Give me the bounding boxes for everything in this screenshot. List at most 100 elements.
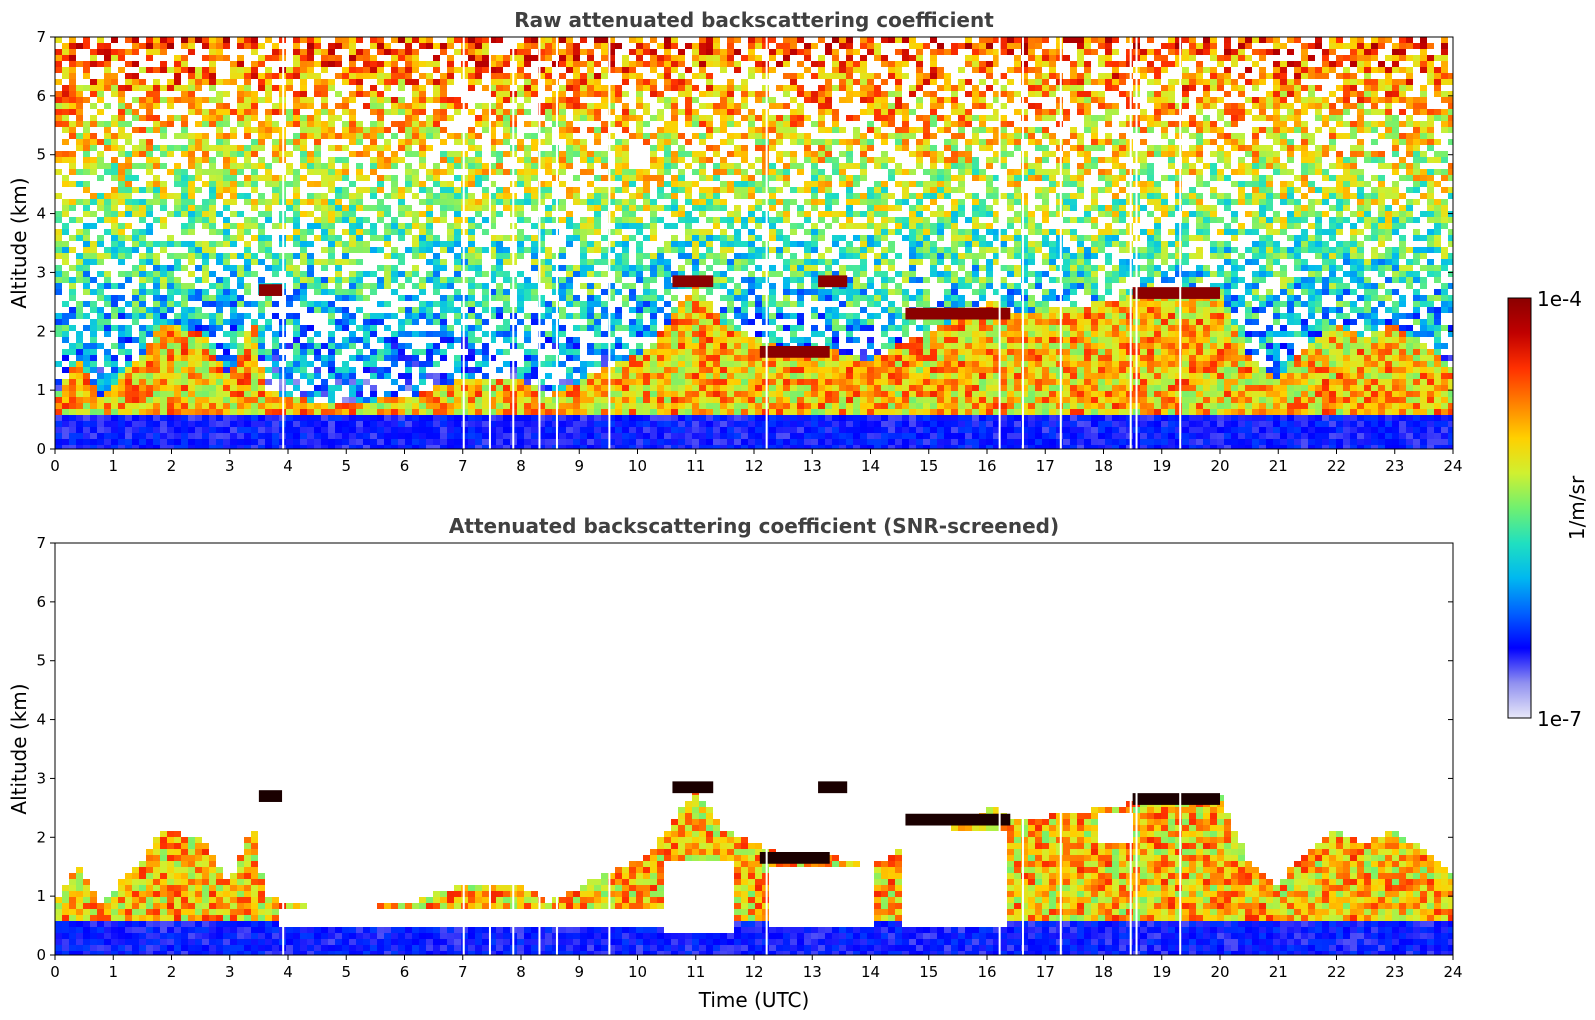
x-tick-label: 15 (919, 963, 938, 981)
x-axis-label: Time (UTC) (698, 988, 810, 1012)
data-gap (1129, 543, 1132, 955)
data-gap (1135, 37, 1138, 449)
x-tick-label: 16 (977, 457, 996, 475)
data-gap (1021, 37, 1024, 449)
elevated-layer (818, 275, 848, 288)
x-tick-label: 4 (283, 963, 293, 981)
x-tick-label: 20 (1210, 963, 1229, 981)
elevated-layer (905, 813, 1011, 826)
elevated-layer (818, 781, 848, 794)
x-tick-label: 24 (1443, 457, 1462, 475)
x-tick-label: 16 (977, 963, 996, 981)
y-tick-label: 0 (36, 440, 46, 458)
data-gap (488, 543, 491, 955)
x-tick-label: 23 (1385, 963, 1404, 981)
x-tick-label: 7 (458, 457, 468, 475)
x-tick-label: 7 (458, 963, 468, 981)
data-gap (538, 543, 541, 955)
data-gap (608, 37, 611, 449)
x-tick-label: 0 (50, 457, 60, 475)
elevated-layer (258, 284, 283, 296)
x-tick-label: 0 (50, 963, 60, 981)
y-tick-label: 6 (36, 593, 46, 611)
x-tick-label: 2 (167, 457, 177, 475)
data-gap (538, 37, 541, 449)
data-gap (512, 543, 515, 955)
panel-screened: Attenuated backscattering coefficient (S… (7, 514, 1463, 1012)
data-gap (1179, 543, 1182, 955)
panel-screened-title: Attenuated backscattering coefficient (S… (449, 514, 1059, 538)
y-tick-label: 5 (36, 146, 46, 164)
x-tick-label: 11 (686, 963, 705, 981)
panel-raw-title: Raw attenuated backscattering coefficien… (514, 8, 994, 32)
y-tick-label: 0 (36, 946, 46, 964)
x-tick-label: 23 (1385, 457, 1404, 475)
colorbar-max-label: 1e-4 (1537, 287, 1582, 311)
y-tick-label: 7 (36, 28, 46, 46)
y-tick-label: 4 (36, 205, 46, 223)
data-gap (1021, 543, 1024, 955)
x-tick-label: 14 (861, 963, 880, 981)
x-tick-label: 8 (516, 457, 526, 475)
x-tick-label: 12 (744, 963, 763, 981)
x-tick-label: 1 (108, 457, 118, 475)
colorbar-min-label: 1e-7 (1537, 707, 1582, 731)
x-tick-label: 11 (686, 457, 705, 475)
screened-y-axis-label: Altitude (km) (7, 683, 31, 814)
x-tick-label: 5 (341, 457, 351, 475)
data-gap (282, 543, 285, 955)
x-tick-label: 14 (861, 457, 880, 475)
data-gap (555, 37, 558, 449)
data-gap (462, 543, 465, 955)
x-tick-label: 9 (574, 457, 584, 475)
data-gap (1129, 37, 1132, 449)
x-tick-label: 24 (1443, 963, 1462, 981)
data-gap (488, 37, 491, 449)
elevated-layer (672, 275, 714, 288)
elevated-layer (672, 781, 714, 794)
x-tick-label: 21 (1269, 457, 1288, 475)
x-tick-label: 10 (628, 457, 647, 475)
x-tick-label: 5 (341, 963, 351, 981)
y-tick-label: 6 (36, 87, 46, 105)
x-tick-label: 10 (628, 963, 647, 981)
x-tick-label: 8 (516, 963, 526, 981)
elevated-layer (905, 307, 1011, 320)
data-gap (608, 543, 611, 955)
y-tick-label: 7 (36, 534, 46, 552)
x-tick-label: 18 (1094, 457, 1113, 475)
screened-axes: 0 1 2 3 4 5 6 7 8 9 10 11 12 13 14 15 16 17 18 19 20 21 22 23 24… (36, 534, 1462, 981)
x-tick-label: 3 (225, 963, 235, 981)
x-tick-label: 20 (1210, 457, 1229, 475)
panel-raw: Raw attenuated backscattering coefficien… (7, 8, 1463, 475)
x-tick-label: 4 (283, 457, 293, 475)
x-tick-label: 2 (167, 963, 177, 981)
data-gap (765, 37, 768, 449)
elevated-layer (759, 852, 830, 864)
data-gap (1135, 543, 1138, 955)
data-gap (1059, 37, 1062, 449)
y-tick-label: 4 (36, 711, 46, 729)
x-tick-label: 3 (225, 457, 235, 475)
elevated-layer (1132, 287, 1220, 299)
colorbar-unit-label: 1/m/sr (1565, 475, 1589, 540)
x-tick-label: 18 (1094, 963, 1113, 981)
x-tick-label: 6 (400, 457, 410, 475)
colorbar-gradient (1507, 297, 1532, 719)
y-tick-label: 3 (36, 769, 46, 787)
x-tick-label: 17 (1036, 457, 1055, 475)
screened-heatmap-area (55, 543, 1453, 955)
data-gap (998, 543, 1001, 955)
x-tick-label: 22 (1327, 963, 1346, 981)
colorbar: 1e-4 1e-7 1/m/sr (1507, 287, 1589, 731)
x-tick-label: 13 (803, 457, 822, 475)
data-gap (282, 37, 285, 449)
data-gap (462, 37, 465, 449)
y-tick-label: 5 (36, 652, 46, 670)
elevated-layer (258, 790, 283, 802)
y-tick-label: 2 (36, 828, 46, 846)
y-tick-label: 3 (36, 263, 46, 281)
x-tick-label: 9 (574, 963, 584, 981)
x-tick-label: 19 (1152, 963, 1171, 981)
